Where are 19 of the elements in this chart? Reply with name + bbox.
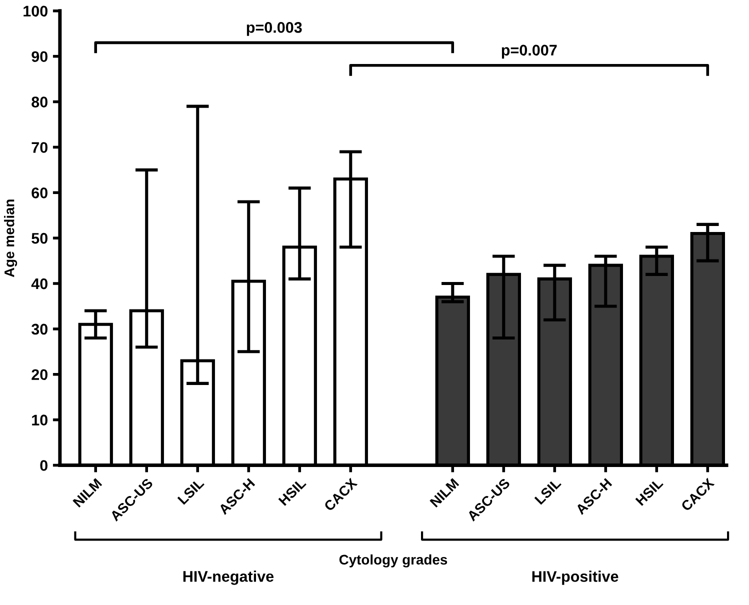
y-tick-label: 50 xyxy=(32,232,48,244)
annotation: p=0.007 xyxy=(502,44,557,59)
y-tick-label: 100 xyxy=(24,6,48,17)
y-tick-label: 30 xyxy=(31,324,48,335)
y-axis-title: Age median xyxy=(4,200,18,278)
y-tick-label: 90 xyxy=(32,51,48,62)
y-tick-label: 60 xyxy=(32,188,48,198)
annotation: p=0.003 xyxy=(246,22,302,36)
y-tick-label: 0 xyxy=(40,460,48,471)
text: HIV-positive xyxy=(532,570,618,585)
text: HIV-negative xyxy=(183,570,274,585)
x-tick-label: LSIL xyxy=(177,478,205,505)
y-tick-label: 80 xyxy=(32,96,48,108)
y-tick-label: 10 xyxy=(32,414,48,426)
y-tick-label: 40 xyxy=(31,278,48,290)
y-tick-label: 20 xyxy=(32,369,48,380)
x-axis-title: Cytology grades xyxy=(339,554,448,568)
x-tick-label: LSIL xyxy=(534,478,562,505)
y-tick-label: 70 xyxy=(32,142,48,153)
